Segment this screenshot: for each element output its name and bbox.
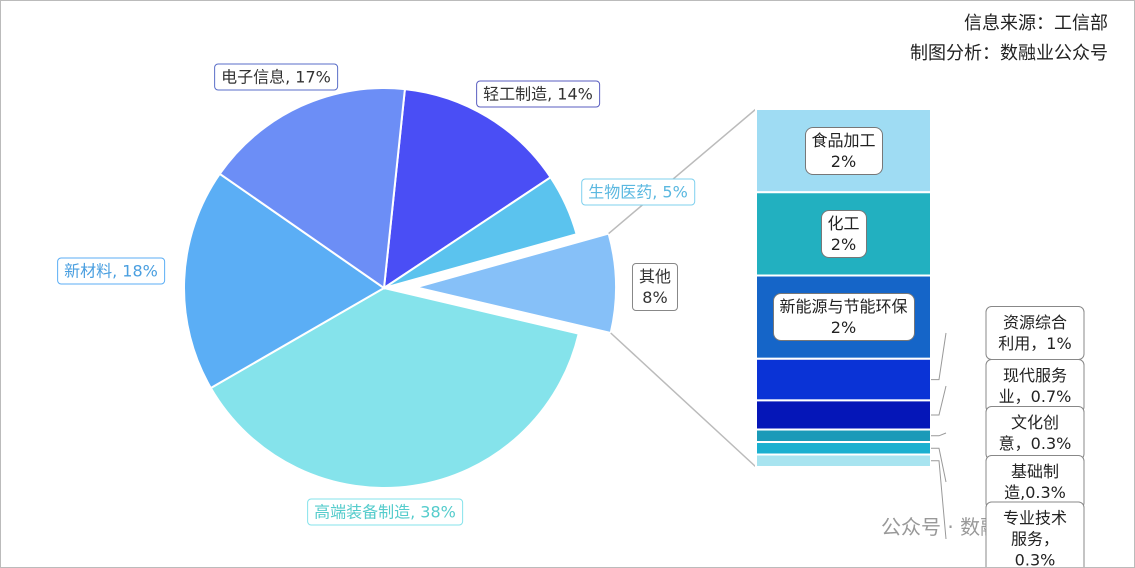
connector [608, 108, 757, 235]
pie-slice [415, 232, 617, 335]
bar-segment [755, 399, 932, 431]
data-label: 电子信息, 17% [214, 63, 338, 91]
pie-slice [382, 87, 552, 291]
bar-segment [755, 428, 932, 444]
data-label: 基础制造,0.3% [985, 455, 1085, 509]
leader-line [931, 385, 947, 416]
pie-slice [383, 175, 578, 289]
bar-segment [755, 453, 932, 468]
connector [610, 332, 757, 468]
pie-slice [209, 286, 580, 489]
leader-line [931, 432, 947, 437]
pie-slice [218, 87, 407, 290]
source: 信息来源：工信部 [964, 13, 1108, 34]
data-label: 现代服务业，0.7% [985, 359, 1085, 413]
data-label: 新能源与节能环保 2% [772, 293, 915, 342]
bar-segment [755, 441, 932, 456]
leader-line [931, 447, 947, 483]
data-label: 高端装备制造, 38% [307, 498, 463, 526]
leader-line [931, 332, 947, 381]
data-label: 食品加工 2% [804, 126, 883, 175]
leader-line [931, 460, 947, 540]
data-label: 轻工制造, 14% [476, 80, 600, 108]
data-label: 化工 2% [820, 209, 867, 258]
data-label: 其他 8% [631, 263, 679, 311]
pie-slice [183, 172, 386, 390]
analysis: 制图分析：数融业公众号 [910, 43, 1108, 64]
bar-segment [755, 357, 932, 402]
data-label: 新材料, 18% [57, 257, 165, 285]
data-label: 生物医药, 5% [581, 178, 695, 206]
data-label: 文化创意，0.3% [985, 406, 1085, 460]
data-label: 资源综合利用，1% [985, 306, 1085, 360]
data-label: 专业技术服务，0.3% [985, 501, 1085, 567]
